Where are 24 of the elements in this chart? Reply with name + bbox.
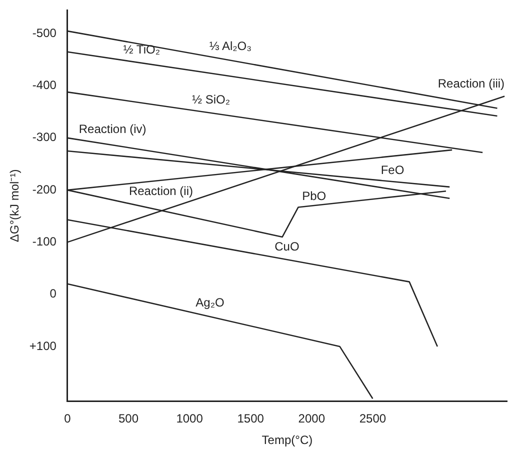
x-tick-label: 1000 — [176, 412, 204, 426]
y-tick-label: -300 — [32, 130, 57, 144]
x-tick-label: 500 — [118, 412, 139, 426]
series-label: Reaction (iii) — [438, 76, 505, 91]
y-tick-label: -400 — [32, 78, 57, 92]
x-tick-label: 1500 — [237, 412, 264, 426]
y-tick-label: -500 — [32, 26, 57, 40]
series-label: PbO — [302, 189, 326, 204]
series-label: CuO — [274, 240, 300, 254]
y-tick-label: 0 — [50, 286, 57, 301]
series-label: ⅓ Al₂O₃ — [209, 38, 252, 53]
x-tick-label: 0 — [64, 412, 72, 426]
series-label: ½ SiO₂ — [192, 92, 230, 107]
x-tick-label: 2000 — [298, 412, 326, 426]
series-label: Ag₂O — [196, 296, 224, 310]
x-tick-label: 2500 — [359, 412, 386, 426]
y-tick-label: +100 — [29, 338, 57, 353]
series-label: Reaction (ii) — [128, 184, 193, 198]
series-label: FeO — [380, 162, 404, 177]
y-tick-label: -200 — [32, 182, 57, 196]
x-axis-title: Temp(°C) — [262, 433, 313, 448]
series-label: Reaction (iv) — [78, 122, 146, 136]
y-tick-label: -100 — [32, 234, 57, 249]
y-axis-title: ΔG°(kJ mol⁻¹) — [8, 169, 22, 242]
